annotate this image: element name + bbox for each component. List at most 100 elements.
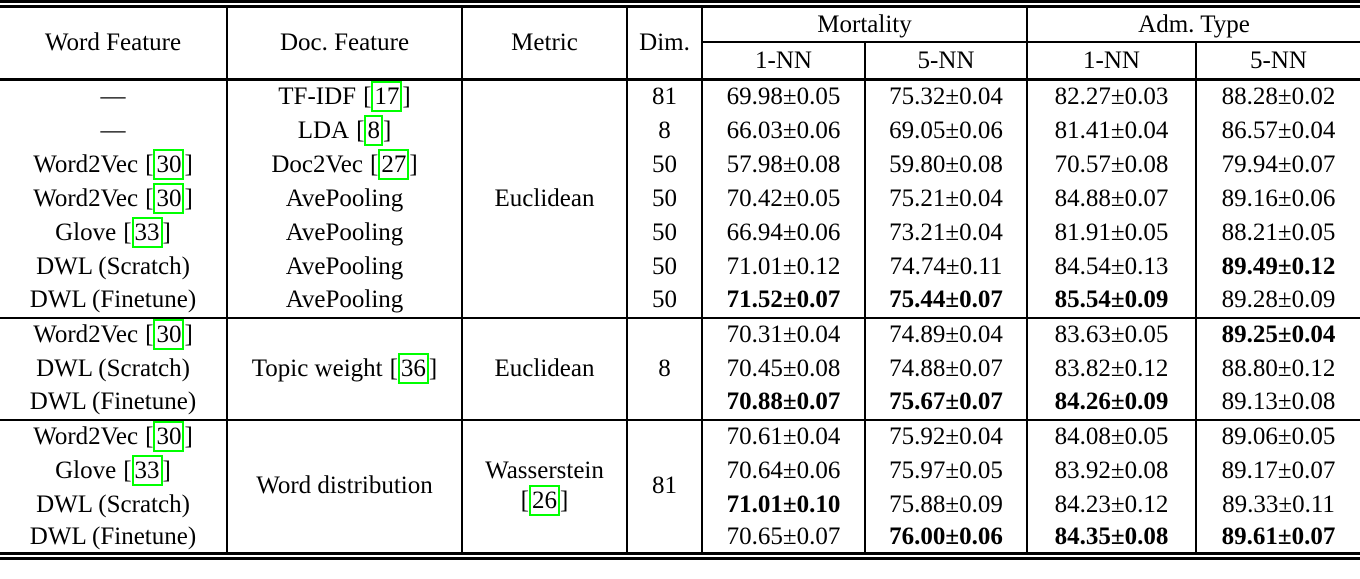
citation-link[interactable]: 33 (131, 454, 163, 486)
word-feature-label: DWL (Scratch) (36, 490, 190, 518)
word-feature-cell: Word2Vec[30] (0, 418, 227, 454)
citation-link[interactable]: 30 (153, 319, 185, 350)
metric-value: 75.32±0.04 (889, 83, 1003, 111)
mortality-1nn-cell: 66.03±0.06 (701, 113, 865, 148)
mortality-5nn-cell: 75.92±0.04 (864, 418, 1027, 454)
doc-feature-cell: AvePooling[] (226, 181, 462, 216)
mortality-5nn-cell: 75.88±0.09 (864, 487, 1027, 522)
word-feature-cell: —[] (0, 114, 227, 148)
metric-value: 83.63±0.05 (1054, 321, 1169, 348)
admtype-1nn-cell: 81.91±0.05 (1026, 215, 1196, 250)
word-feature-label: — (100, 83, 126, 111)
mortality-5nn-cell: 75.97±0.05 (864, 453, 1027, 488)
citation-link[interactable]: 8 (364, 114, 383, 146)
admtype-5nn-cell: 89.16±0.06 (1194, 181, 1360, 216)
doc-feature-label: Topic weight (251, 354, 383, 382)
mortality-5nn-cell: 69.05±0.06 (864, 113, 1027, 148)
admtype-5nn-cell: 89.28±0.09 (1194, 283, 1360, 318)
citation-link[interactable]: 30 (153, 421, 185, 452)
metric-value: 70.61±0.04 (726, 423, 841, 450)
dim-cell: 50 (626, 181, 702, 216)
admtype-5nn-cell: 89.49±0.12 (1194, 249, 1360, 284)
bracket: ] (184, 321, 193, 348)
mortality-5nn-cell: 59.80±0.08 (864, 147, 1027, 182)
col-group-adm-type: Adm. Type (1025, 4, 1360, 43)
mortality-1nn-cell: 57.98±0.08 (701, 147, 865, 182)
word-feature-cell: —[] (0, 80, 227, 114)
word-feature-cell: Glove[33] (0, 216, 227, 250)
doc-feature-cell: Topic weight[36] (226, 316, 462, 420)
table-row: DWL (Finetune)[] AvePooling[] 50 71.52±0… (0, 283, 1360, 318)
metric-value: 71.01±0.10 (726, 490, 841, 518)
metric-cell: Wasserstein [26] (461, 418, 627, 556)
citation-link[interactable]: 36 (397, 352, 429, 384)
word-feature-label: Glove (55, 456, 117, 484)
word-feature-label: DWL (Finetune) (29, 522, 197, 550)
admtype-1nn-cell: 84.08±0.05 (1026, 418, 1196, 454)
admtype-5nn-cell: 89.17±0.07 (1194, 453, 1360, 488)
metric-value: 57.98±0.08 (726, 150, 841, 178)
word-feature-cell: DWL (Finetune)[] (0, 284, 227, 318)
metric-label: Euclidean (494, 354, 595, 382)
bracket: [ (145, 321, 154, 348)
metric-cell: Euclidean (461, 79, 627, 318)
doc-feature-label: AvePooling (285, 286, 404, 313)
metric-value: 70.88±0.07 (726, 388, 841, 415)
metric-cell: Euclidean (461, 316, 627, 420)
metric-value: 79.94±0.07 (1221, 150, 1336, 178)
admtype-5nn-cell: 89.25±0.04 (1194, 316, 1360, 352)
word-feature-label: DWL (Finetune) (29, 286, 197, 313)
citation-link[interactable]: 33 (131, 216, 163, 248)
doc-feature-cell: AvePooling[] (226, 283, 462, 318)
metric-value: 75.67±0.07 (889, 388, 1003, 415)
admtype-1nn-cell: 85.54±0.09 (1026, 283, 1196, 318)
mortality-1nn-cell: 66.94±0.06 (701, 215, 865, 250)
table-row: Word2Vec[30] Word distribution[] Wassers… (0, 418, 1360, 556)
word-feature-cell: DWL (Scratch)[] (0, 488, 227, 522)
metric-value: 69.05±0.06 (889, 116, 1003, 144)
word-feature-label: Word2Vec (33, 423, 139, 450)
table-row: DWL (Finetune)[] 70.88±0.07 75.67±0.07 8… (0, 385, 1360, 420)
doc-feature-label: Word distribution (256, 472, 433, 499)
metric-value: 74.89±0.04 (889, 321, 1003, 348)
mortality-5nn-cell: 73.21±0.04 (864, 215, 1027, 250)
word-feature-label: Glove (55, 218, 117, 246)
table-row: Word2Vec[30] Doc2Vec[27] 50 57.98±0.08 5… (0, 147, 1360, 182)
metric-value: 84.54±0.13 (1054, 252, 1169, 280)
metric-value: 89.61±0.07 (1221, 522, 1336, 550)
citation-link[interactable]: 17 (371, 81, 403, 113)
citation-link[interactable]: 30 (153, 182, 185, 214)
metric-value: 89.28±0.09 (1221, 286, 1336, 313)
word-feature-label: Word2Vec (33, 150, 139, 178)
citation-link[interactable]: 26 (529, 485, 560, 516)
metric-value: 74.74±0.11 (889, 252, 1003, 280)
metric-value: 88.21±0.05 (1221, 218, 1336, 246)
admtype-1nn-cell: 84.54±0.13 (1026, 249, 1196, 284)
table-row: DWL (Finetune)[] 70.65±0.07 76.00±0.06 8… (0, 521, 1360, 556)
doc-feature-label: AvePooling (285, 184, 404, 212)
bracket: ] (184, 423, 193, 450)
dim-cell: 81 (626, 79, 702, 114)
admtype-1nn-cell: 84.88±0.07 (1026, 181, 1196, 216)
metric-value: 84.23±0.12 (1054, 490, 1169, 518)
metric-value: 89.25±0.04 (1221, 321, 1336, 348)
metric-value: 83.92±0.08 (1054, 456, 1169, 484)
metric-value: 71.01±0.12 (726, 252, 841, 280)
bracket: ] (184, 184, 193, 212)
header-group-row: Word Feature Doc. Feature Metric Dim. Mo… (0, 4, 1360, 81)
bracket: [ (145, 184, 154, 212)
word-feature-cell: DWL (Scratch)[] (0, 352, 227, 386)
citation-link[interactable]: 30 (153, 148, 185, 180)
bracket: ] (560, 487, 569, 514)
admtype-1nn-cell: 83.82±0.12 (1026, 351, 1196, 386)
mortality-5nn-cell: 74.88±0.07 (864, 351, 1027, 386)
bracket: [ (145, 150, 154, 178)
word-feature-cell: Word2Vec[30] (0, 148, 227, 182)
admtype-5nn-cell: 89.33±0.11 (1194, 487, 1360, 522)
mortality-1nn-cell: 70.31±0.04 (701, 316, 865, 352)
citation-link[interactable]: 27 (378, 148, 410, 180)
doc-feature-cell: AvePooling[] (226, 249, 462, 284)
doc-feature-label: LDA (297, 116, 350, 144)
metric-label: Wasserstein (485, 457, 604, 484)
metric-value: 75.92±0.04 (889, 423, 1003, 450)
